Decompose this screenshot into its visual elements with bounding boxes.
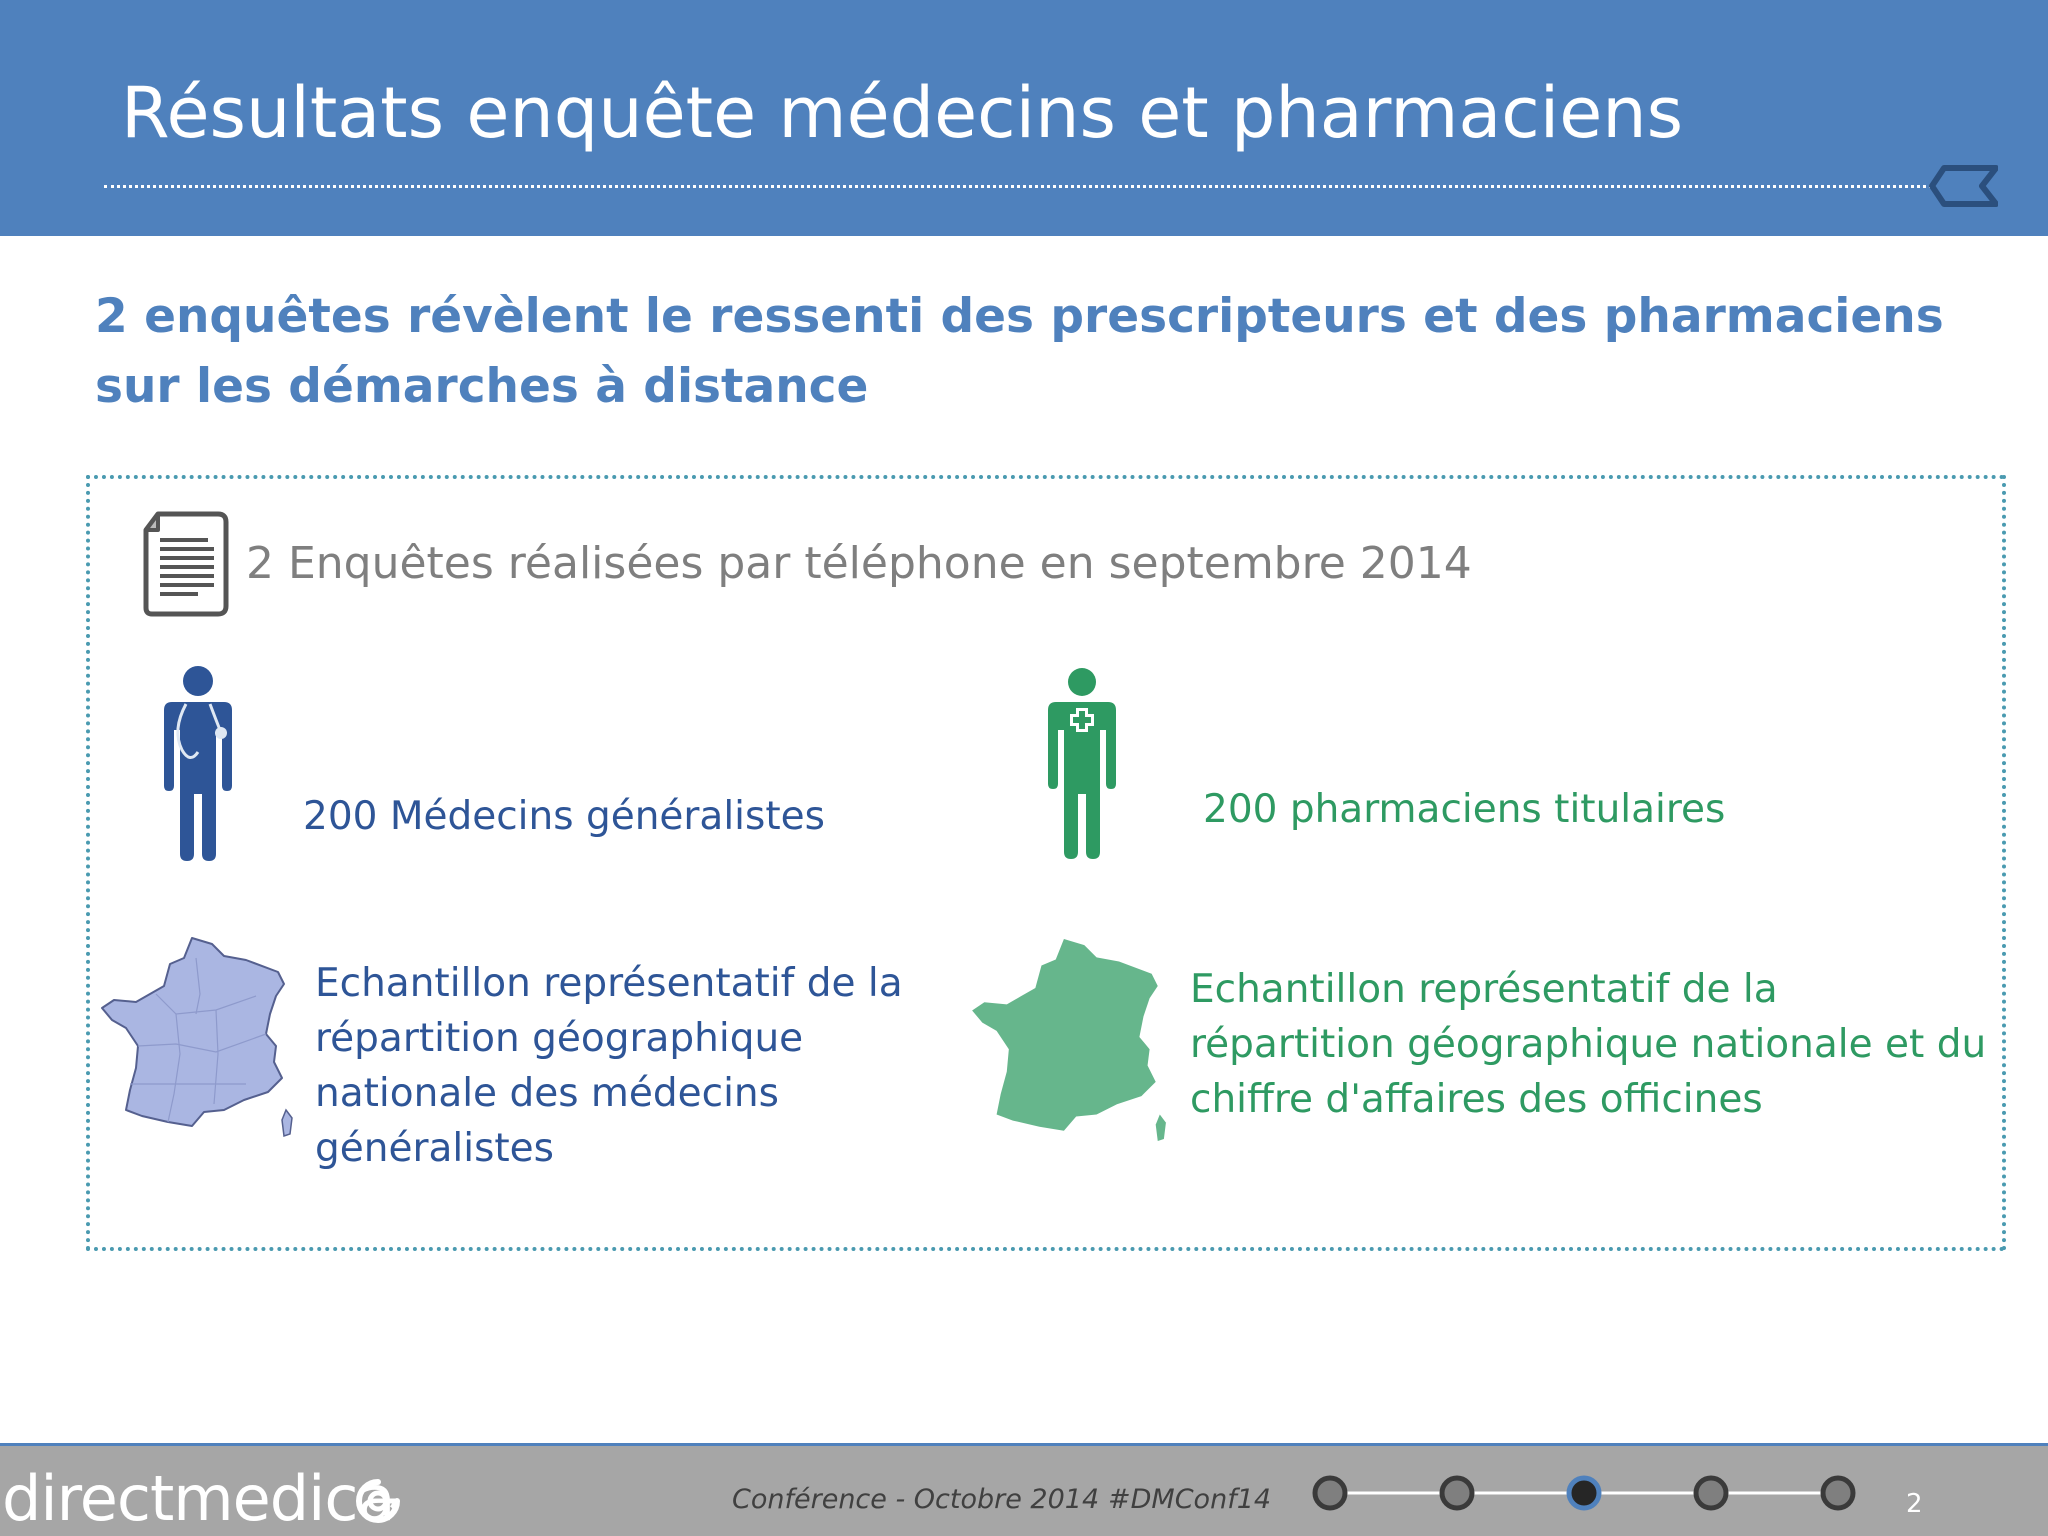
conference-hashtag: #DMConf14 [1108,1484,1272,1515]
survey-details-panel [86,475,2006,1251]
title-dotted-rule [104,185,1932,188]
slide-title: Résultats enquête médecins et pharmacien… [121,72,1684,154]
doctors-sample-description: Echantillon représentatif de la répartit… [315,961,903,1171]
doctor-stethoscope-icon [164,666,232,861]
progress-step [1693,1475,1729,1511]
progress-step [1439,1475,1475,1511]
progress-step-current [1566,1475,1602,1511]
brand-swirl-icon [356,1479,400,1523]
pharmacist-cross-icon [1048,668,1116,859]
chevron-tag-icon [1929,165,1998,207]
france-map-pharmacists-icon [972,939,1166,1141]
slide-progress-indicator [1312,1475,1856,1511]
pharmacists-sample-description: Echantillon représentatif de la répartit… [1190,967,1987,1122]
france-map-doctors-icon [101,937,293,1138]
progress-step [1312,1475,1348,1511]
slide-subtitle: 2 enquêtes révèlent le ressenti des pres… [95,289,1944,414]
conference-label: Conférence - Octobre 2014 [732,1484,1100,1515]
header-bar [0,0,2048,236]
doctors-count-label: 200 Médecins généralistes [303,794,825,839]
page-number: 2 [1906,1489,1923,1519]
survey-intro-text: 2 Enquêtes réalisées par téléphone en se… [246,538,1472,589]
document-icon [143,511,229,617]
progress-step [1820,1475,1856,1511]
brand-logo-text: directmedica [2,1462,395,1535]
pharmacists-count-label: 200 pharmaciens titulaires [1203,787,1726,832]
